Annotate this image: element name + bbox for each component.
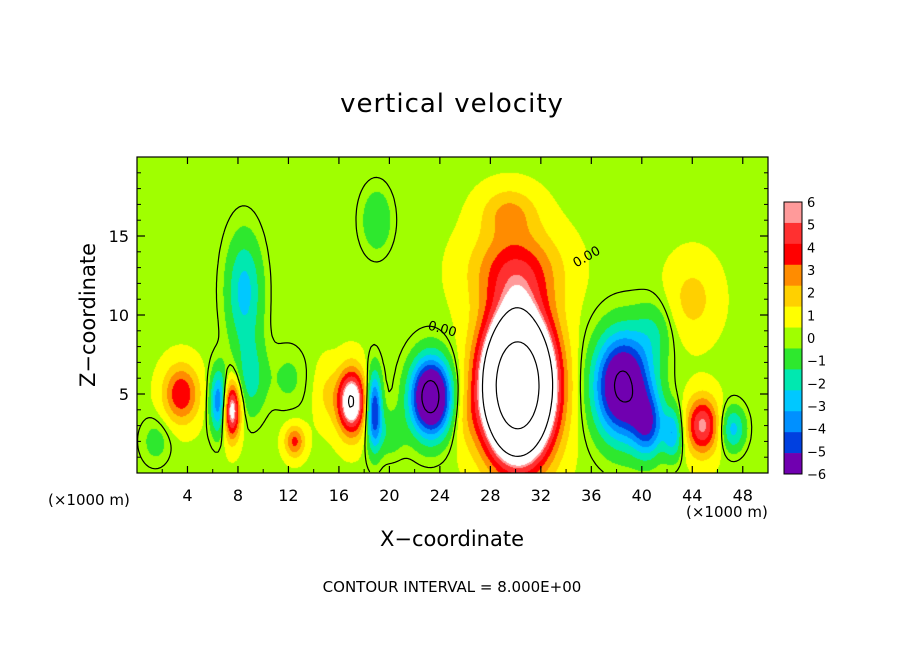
colorbar-label: −4 [807, 423, 826, 438]
chart-title: vertical velocity [340, 89, 564, 119]
colorbar-label: 1 [807, 309, 815, 324]
x-tick-label: 44 [682, 486, 702, 505]
colorbar-label: 4 [807, 241, 815, 256]
x-units-right: (×1000 m) [686, 503, 768, 521]
colorbar-label: 6 [807, 196, 815, 211]
colorbar-label: 0 [807, 332, 815, 347]
colorbar-swatch [784, 243, 802, 266]
colorbar-label: −5 [807, 445, 826, 460]
plot-area [137, 157, 768, 473]
colorbar-swatch [784, 411, 802, 433]
contour-interval-note: CONTOUR INTERVAL = 8.000E+00 [323, 578, 582, 596]
contour-positive-8 [348, 307, 554, 457]
x-tick-label: 48 [733, 486, 753, 505]
x-tick-label: 40 [632, 486, 652, 505]
y-tick-label: 15 [109, 227, 129, 246]
colorbar-swatch [784, 306, 802, 328]
contour-zero [137, 176, 753, 473]
colorbar-label: −3 [807, 400, 826, 415]
colorbar: 6 5 4 3 2 1 0 −1 −2 −3 −4 −5 −6 [783, 196, 826, 483]
x-tick-label: 24 [430, 486, 450, 505]
x-tick-label: 8 [233, 486, 243, 505]
y-axis-ticks: 5 10 15 [109, 172, 768, 458]
y-tick-label: 5 [119, 385, 129, 404]
x-tick-label: 20 [379, 486, 399, 505]
y-tick-label: 10 [109, 306, 129, 325]
colorbar-swatch [784, 202, 802, 224]
colorbar-swatch [784, 348, 802, 370]
x-tick-label: 4 [182, 486, 192, 505]
contour-positive-16 [495, 341, 540, 430]
colorbar-label: 2 [807, 287, 815, 302]
colorbar-swatch [784, 369, 802, 391]
colorbar-swatch [784, 432, 802, 454]
colorbar-swatch [784, 390, 802, 412]
colorbar-label: −2 [807, 377, 826, 392]
x-tick-label: 12 [278, 486, 298, 505]
x-axis-label: X−coordinate [380, 527, 524, 551]
colorbar-swatch [784, 264, 802, 286]
x-tick-label: 36 [581, 486, 601, 505]
x-tick-label: 16 [329, 486, 349, 505]
contour-lines: 0.000.00 [137, 176, 753, 473]
colorbar-label: −1 [807, 355, 826, 370]
colorbar-swatch [784, 327, 802, 349]
x-units-left: (×1000 m) [48, 491, 130, 509]
colorbar-label: −6 [807, 468, 826, 483]
contour-label: 0.00 [426, 319, 458, 341]
x-tick-label: 28 [480, 486, 500, 505]
colorbar-label: 3 [807, 264, 815, 279]
colorbar-swatch [784, 222, 802, 245]
y-axis-label: Z−coordinate [76, 243, 100, 387]
colorbar-frame [783, 201, 803, 475]
velocity-field [137, 157, 768, 473]
colorbar-label: 5 [807, 219, 815, 234]
x-axis-ticks: 4 8 12 16 20 24 28 32 36 40 44 48 [161, 157, 753, 505]
x-tick-label: 32 [531, 486, 551, 505]
colorbar-swatch [784, 453, 802, 475]
contour-negative-8 [421, 370, 634, 414]
colorbar-swatch [784, 285, 802, 307]
